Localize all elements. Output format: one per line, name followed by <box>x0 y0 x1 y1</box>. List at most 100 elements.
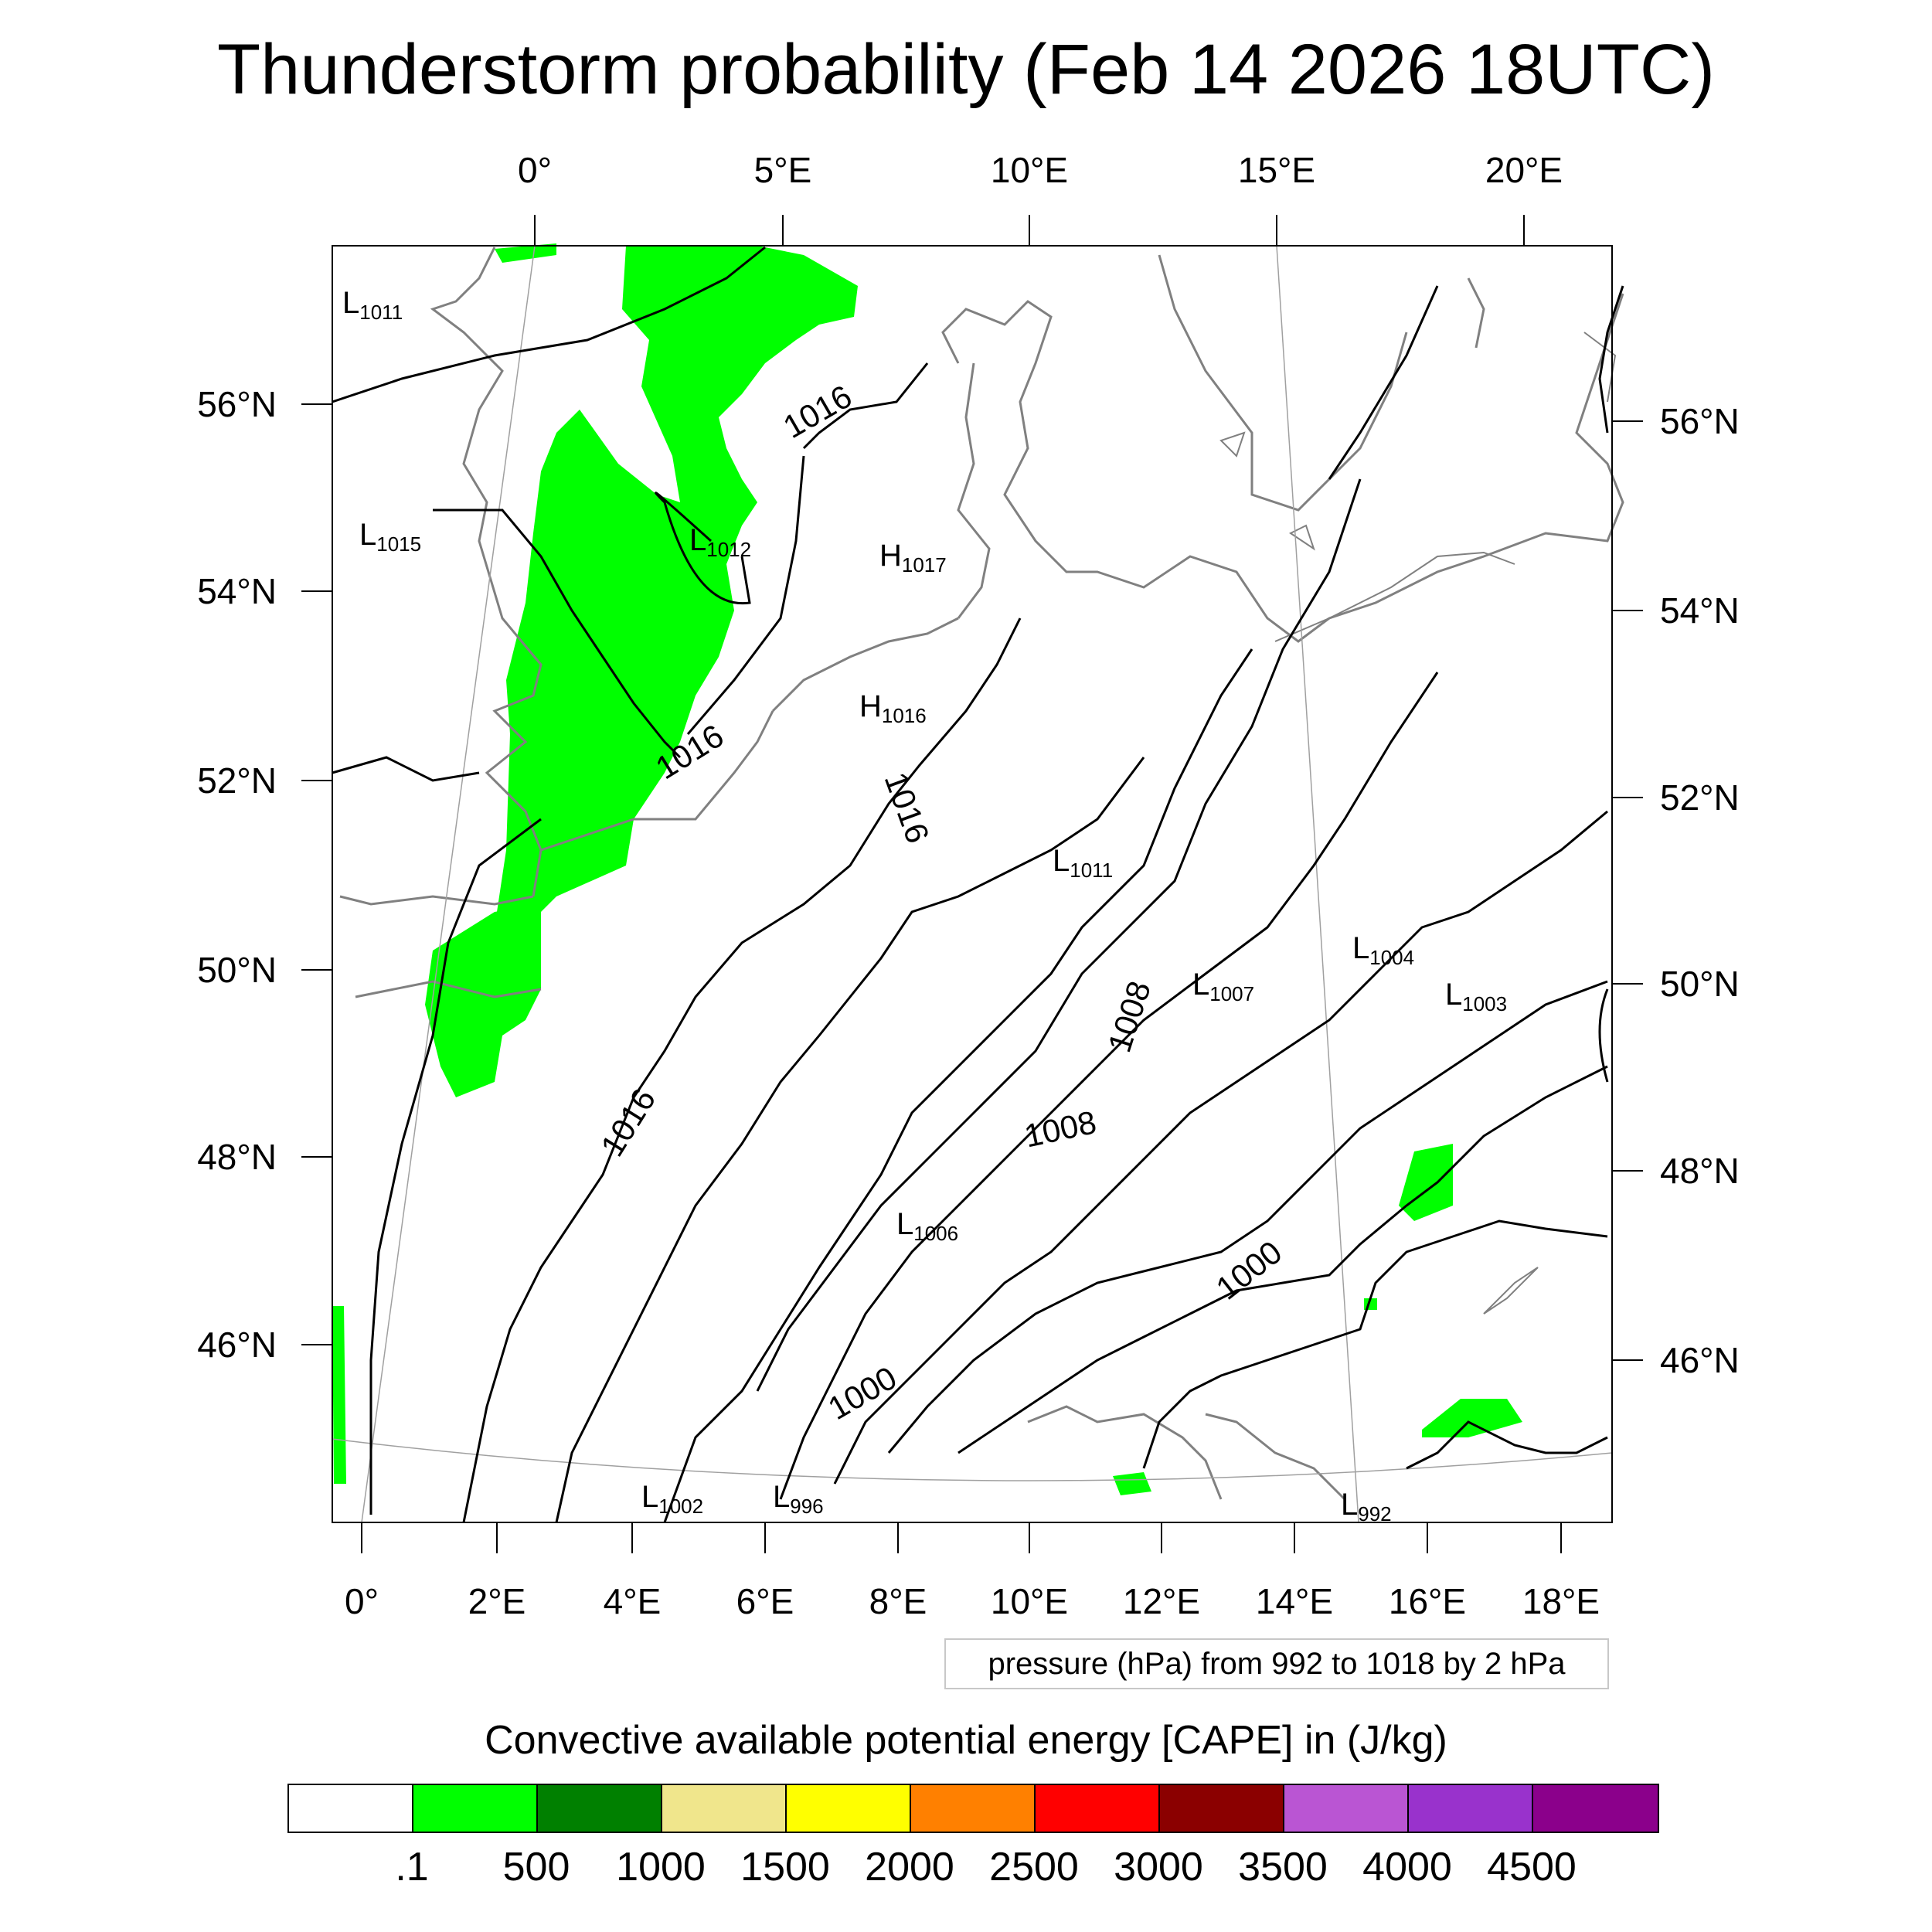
colorbar-label: 4500 <box>1487 1845 1577 1889</box>
colorbar-swatch <box>289 1785 413 1832</box>
coast-uk-east <box>430 247 543 897</box>
isobar-18 <box>1406 1420 1608 1470</box>
top-lon-label: 10°E <box>991 150 1068 190</box>
colorbar-label: 4000 <box>1362 1845 1452 1889</box>
bottom-lon-label: 6°E <box>736 1581 794 1621</box>
low-center: L1003 <box>1445 978 1507 1015</box>
bottom-lon-label: 0° <box>345 1581 379 1621</box>
coast-france-west <box>355 980 542 998</box>
bottom-lon-label: 10°E <box>991 1581 1068 1621</box>
top-lon-label: 5°E <box>754 150 812 190</box>
isobar-2 <box>433 509 682 759</box>
high-center: H1016 <box>859 689 927 727</box>
right-lat-label: 50°N <box>1660 964 1740 1004</box>
bottom-lon-label: 12°E <box>1123 1581 1200 1621</box>
isobar-11 <box>756 478 1362 1392</box>
low-center: L1012 <box>689 523 751 561</box>
cape-region-north-sea <box>495 246 858 1020</box>
low-center: L996 <box>773 1480 824 1518</box>
isobar-15 <box>887 980 1608 1454</box>
low-center: L1011 <box>1053 844 1113 882</box>
map-title: Thunderstorm probability (Feb 14 2026 18… <box>216 30 1716 109</box>
map-frame <box>332 245 1613 1523</box>
isobar-3 <box>655 492 751 605</box>
coast-gotland <box>1467 277 1485 349</box>
colorbar-label: 3500 <box>1238 1845 1328 1889</box>
cape-region-channel <box>425 904 541 1097</box>
right-lat-label: 56°N <box>1660 401 1740 441</box>
left-lat-label: 54°N <box>197 571 277 611</box>
colorbar-swatch <box>1533 1785 1658 1832</box>
cape-areas <box>332 243 1522 1495</box>
cape-region-croatia <box>1422 1399 1522 1437</box>
cape-region-italy <box>1113 1472 1151 1495</box>
isobar-5 <box>686 455 805 735</box>
border-ukraine <box>1483 1267 1539 1315</box>
bottom-lon-label: 2°E <box>468 1581 526 1621</box>
isobar-1 <box>332 246 766 403</box>
cape-region-sw <box>332 1306 346 1484</box>
coast-benelux <box>771 617 959 713</box>
colorbar-swatch <box>911 1785 1036 1832</box>
colorbar-label: 1500 <box>740 1845 830 1889</box>
colorbar-swatch <box>1036 1785 1160 1832</box>
coast-uk-south <box>339 895 534 906</box>
coast-baltic <box>1328 293 1624 620</box>
right-lat-label: 54°N <box>1660 590 1740 631</box>
coast-germany <box>957 362 991 619</box>
colorbar-label: 2000 <box>865 1845 954 1889</box>
coastlines <box>339 247 1624 1501</box>
isobars <box>332 246 1624 1523</box>
high-center: H1017 <box>879 539 947 577</box>
isobar-14 <box>833 810 1608 1485</box>
isobar-8 <box>462 617 1022 1523</box>
isobar-17 <box>1142 1219 1608 1469</box>
bottom-lon-label: 18°E <box>1522 1581 1600 1621</box>
low-center: L1015 <box>359 518 421 556</box>
bottom-lon-label: 16°E <box>1389 1581 1466 1621</box>
colorbar-swatch <box>1409 1785 1533 1832</box>
bottom-lon-label: 8°E <box>869 1581 927 1621</box>
colorbar-label: 500 <box>502 1845 570 1889</box>
coast-adriatic <box>1205 1413 1346 1501</box>
low-center: L1002 <box>641 1480 703 1518</box>
right-lat-label: 52°N <box>1660 777 1740 818</box>
tick-marks <box>301 215 1643 1553</box>
top-lon-label: 0° <box>518 150 552 190</box>
low-center: L992 <box>1341 1488 1392 1526</box>
coast-france-north <box>540 710 774 852</box>
low-center: L1011 <box>342 286 403 324</box>
bottom-lon-label: 14°E <box>1256 1581 1333 1621</box>
colorbar-swatch <box>413 1785 538 1832</box>
isobar-20 <box>1598 285 1624 434</box>
graticule <box>332 245 1613 1523</box>
left-lat-label: 56°N <box>197 384 277 424</box>
isobar-9 <box>555 757 1145 1523</box>
isobar-7 <box>369 818 542 1515</box>
isobar-label: 1008 <box>1021 1104 1099 1154</box>
cape-colorbar-title: Convective available potential energy [C… <box>485 1718 1447 1763</box>
left-lat-label: 50°N <box>197 950 277 990</box>
isobar-12 <box>1328 285 1439 480</box>
isobar-13 <box>779 672 1439 1500</box>
cape-region-austria <box>1399 1144 1453 1221</box>
isobar-16 <box>957 1065 1608 1454</box>
bottom-lon-label: 4°E <box>604 1581 662 1621</box>
coast-denmark <box>941 300 1330 643</box>
isobar-19 <box>1598 988 1609 1083</box>
isobar-10 <box>663 648 1253 1523</box>
coast-italy-north <box>1027 1405 1223 1500</box>
low-center: L1004 <box>1352 931 1414 969</box>
cape-region-scotland <box>495 243 556 263</box>
isobar-6 <box>332 756 480 782</box>
colorbar-label: 2500 <box>989 1845 1079 1889</box>
meridian-0 <box>361 245 536 1523</box>
isobar-label: 1000 <box>822 1359 903 1427</box>
meridian-15e <box>1276 245 1359 1523</box>
border-ru-pl <box>1274 551 1515 642</box>
right-lat-label: 48°N <box>1660 1151 1740 1191</box>
cape-colorbar <box>287 1784 1659 1833</box>
colorbar-label: 3000 <box>1114 1845 1203 1889</box>
low-center: L1007 <box>1192 968 1254 1005</box>
left-lat-label: 48°N <box>197 1137 277 1177</box>
